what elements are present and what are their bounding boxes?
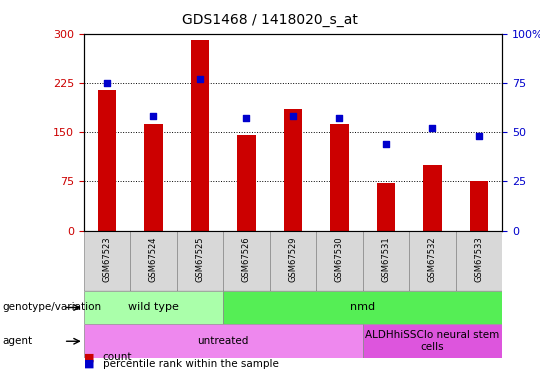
Point <box>195 76 204 82</box>
Text: GSM67525: GSM67525 <box>195 237 205 282</box>
Text: GSM67532: GSM67532 <box>428 237 437 282</box>
Text: ■: ■ <box>84 359 94 369</box>
Bar <box>456 231 502 291</box>
Bar <box>98 90 116 231</box>
Text: agent: agent <box>3 336 33 346</box>
Text: genotype/variation: genotype/variation <box>3 303 102 312</box>
Text: untreated: untreated <box>198 336 249 346</box>
Text: wild type: wild type <box>128 303 179 312</box>
Bar <box>223 231 269 291</box>
Bar <box>269 231 316 291</box>
Bar <box>237 135 256 231</box>
Bar <box>423 165 442 231</box>
Text: count: count <box>103 352 132 362</box>
Point <box>242 116 251 122</box>
Point <box>103 80 111 86</box>
Point <box>335 116 344 122</box>
Text: GSM67524: GSM67524 <box>149 237 158 282</box>
Bar <box>84 324 363 358</box>
Text: GSM67523: GSM67523 <box>103 237 111 282</box>
Text: nmd: nmd <box>350 303 375 312</box>
Point <box>475 133 483 139</box>
Text: GSM67530: GSM67530 <box>335 237 344 282</box>
Bar <box>84 231 130 291</box>
Bar <box>363 324 502 358</box>
Bar <box>316 231 363 291</box>
Bar <box>377 183 395 231</box>
Point <box>289 113 298 119</box>
Bar <box>330 124 349 231</box>
Text: GSM67531: GSM67531 <box>381 237 390 282</box>
Bar <box>177 231 223 291</box>
Text: percentile rank within the sample: percentile rank within the sample <box>103 359 279 369</box>
Point <box>149 113 158 119</box>
Bar <box>191 40 210 231</box>
Bar <box>409 231 456 291</box>
Text: ALDHhiSSClo neural stem
cells: ALDHhiSSClo neural stem cells <box>366 330 500 352</box>
Bar <box>470 182 488 231</box>
Text: GDS1468 / 1418020_s_at: GDS1468 / 1418020_s_at <box>182 13 358 27</box>
Text: GSM67533: GSM67533 <box>475 237 483 282</box>
Text: ■: ■ <box>84 352 94 362</box>
Bar <box>130 231 177 291</box>
Point <box>428 125 437 131</box>
Bar <box>284 109 302 231</box>
Bar <box>84 291 223 324</box>
Text: GSM67529: GSM67529 <box>288 237 298 282</box>
Bar <box>363 231 409 291</box>
Bar <box>223 291 502 324</box>
Text: GSM67526: GSM67526 <box>242 237 251 282</box>
Point <box>382 141 390 147</box>
Bar <box>144 124 163 231</box>
